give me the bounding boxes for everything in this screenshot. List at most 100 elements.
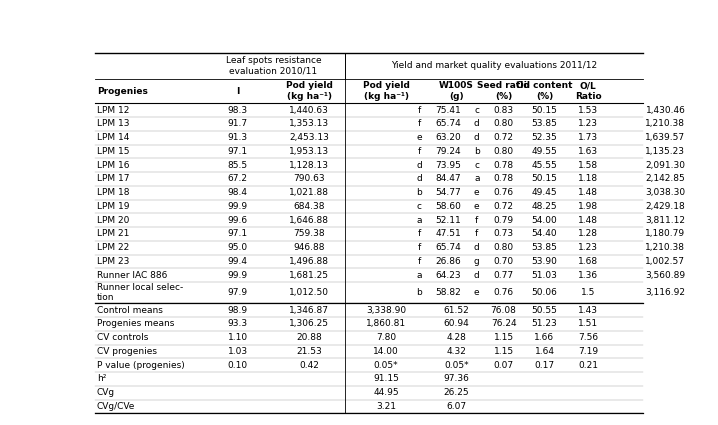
Text: 20.88: 20.88 [297, 333, 322, 342]
Text: LPM 21: LPM 21 [97, 230, 129, 238]
Text: 54.77: 54.77 [435, 188, 461, 197]
Text: LPM 14: LPM 14 [97, 133, 129, 142]
Text: 76.08: 76.08 [490, 306, 516, 314]
Text: 4.32: 4.32 [447, 347, 466, 356]
Text: 1.98: 1.98 [578, 202, 598, 211]
Text: f: f [417, 147, 421, 156]
Text: 48.25: 48.25 [531, 202, 557, 211]
Text: a: a [416, 271, 421, 280]
Text: 21.53: 21.53 [297, 347, 322, 356]
Text: 98.4: 98.4 [228, 188, 248, 197]
Text: I: I [236, 87, 240, 96]
Text: e: e [416, 133, 421, 142]
Text: 50.15: 50.15 [531, 174, 557, 184]
Text: 0.05*: 0.05* [444, 361, 469, 370]
Text: 1,646.88: 1,646.88 [289, 216, 329, 225]
Text: 1.63: 1.63 [578, 147, 598, 156]
Text: c: c [475, 106, 480, 115]
Text: d: d [474, 243, 480, 252]
Text: 0.10: 0.10 [228, 361, 248, 370]
Text: CV progenies: CV progenies [97, 347, 157, 356]
Text: 52.11: 52.11 [435, 216, 461, 225]
Text: 65.74: 65.74 [435, 243, 461, 252]
Text: c: c [416, 202, 421, 211]
Text: 58.82: 58.82 [435, 288, 461, 297]
Text: a: a [474, 174, 480, 184]
Text: Progenies means: Progenies means [97, 320, 174, 329]
Text: 3,116.92: 3,116.92 [645, 288, 686, 297]
Text: 0.72: 0.72 [494, 133, 513, 142]
Text: 76.24: 76.24 [491, 320, 516, 329]
Text: LPM 12: LPM 12 [97, 106, 129, 115]
Text: 51.03: 51.03 [531, 271, 557, 280]
Text: f: f [417, 106, 421, 115]
Text: 1.15: 1.15 [493, 333, 513, 342]
Text: 1,128.13: 1,128.13 [289, 161, 329, 170]
Text: 1,346.87: 1,346.87 [289, 306, 329, 314]
Text: 63.20: 63.20 [435, 133, 461, 142]
Text: d: d [474, 133, 480, 142]
Text: P value (progenies): P value (progenies) [97, 361, 185, 370]
Text: 1.73: 1.73 [578, 133, 598, 142]
Text: Control means: Control means [97, 306, 163, 314]
Text: 1,430.46: 1,430.46 [645, 106, 686, 115]
Text: 0.78: 0.78 [493, 174, 513, 184]
Text: 0.79: 0.79 [493, 216, 513, 225]
Text: 91.3: 91.3 [228, 133, 248, 142]
Text: 3,338.90: 3,338.90 [366, 306, 406, 314]
Text: e: e [474, 202, 480, 211]
Text: 1.5: 1.5 [581, 288, 595, 297]
Text: Oil content
(%): Oil content (%) [516, 82, 573, 101]
Text: 67.2: 67.2 [228, 174, 248, 184]
Text: 1,681.25: 1,681.25 [289, 271, 329, 280]
Text: 44.95: 44.95 [373, 388, 399, 397]
Text: 2,091.30: 2,091.30 [645, 161, 686, 170]
Text: 97.1: 97.1 [228, 230, 248, 238]
Text: 684.38: 684.38 [294, 202, 325, 211]
Text: 1,002.57: 1,002.57 [645, 257, 686, 266]
Text: 7.56: 7.56 [578, 333, 598, 342]
Text: 0.05*: 0.05* [374, 361, 398, 370]
Text: 1,021.88: 1,021.88 [289, 188, 329, 197]
Text: 93.3: 93.3 [228, 320, 248, 329]
Text: 64.23: 64.23 [435, 271, 461, 280]
Text: 1.18: 1.18 [578, 174, 598, 184]
Text: f: f [417, 230, 421, 238]
Text: 97.9: 97.9 [228, 288, 248, 297]
Text: g: g [474, 257, 480, 266]
Text: 50.55: 50.55 [531, 306, 557, 314]
Text: 52.35: 52.35 [531, 133, 557, 142]
Text: 99.9: 99.9 [228, 202, 248, 211]
Text: 53.90: 53.90 [531, 257, 557, 266]
Text: 0.73: 0.73 [493, 230, 513, 238]
Text: 0.78: 0.78 [493, 161, 513, 170]
Text: 60.94: 60.94 [444, 320, 469, 329]
Text: Yield and market quality evaluations 2011/12: Yield and market quality evaluations 201… [391, 61, 597, 70]
Text: 49.45: 49.45 [531, 188, 557, 197]
Text: 1.68: 1.68 [578, 257, 598, 266]
Text: e: e [474, 188, 480, 197]
Text: 97.36: 97.36 [443, 374, 469, 383]
Text: 2,142.85: 2,142.85 [645, 174, 685, 184]
Text: 1,496.88: 1,496.88 [289, 257, 329, 266]
Text: LPM 20: LPM 20 [97, 216, 129, 225]
Text: 0.83: 0.83 [493, 106, 513, 115]
Text: 0.17: 0.17 [534, 361, 554, 370]
Text: 1.43: 1.43 [578, 306, 598, 314]
Text: Pod yield
(kg ha⁻¹): Pod yield (kg ha⁻¹) [286, 82, 332, 101]
Text: 946.88: 946.88 [294, 243, 325, 252]
Text: c: c [475, 161, 480, 170]
Text: 2,429.18: 2,429.18 [645, 202, 685, 211]
Text: 1,135.23: 1,135.23 [645, 147, 686, 156]
Text: Runner local selec-
tion: Runner local selec- tion [97, 283, 183, 302]
Text: 1,210.38: 1,210.38 [645, 119, 686, 128]
Text: 91.15: 91.15 [373, 374, 399, 383]
Text: Progenies: Progenies [97, 87, 148, 96]
Text: d: d [416, 161, 422, 170]
Text: 1.48: 1.48 [578, 216, 598, 225]
Text: W100S
(g): W100S (g) [439, 82, 474, 101]
Text: 759.38: 759.38 [293, 230, 325, 238]
Text: 1.03: 1.03 [228, 347, 248, 356]
Text: 85.5: 85.5 [228, 161, 248, 170]
Text: 1,210.38: 1,210.38 [645, 243, 686, 252]
